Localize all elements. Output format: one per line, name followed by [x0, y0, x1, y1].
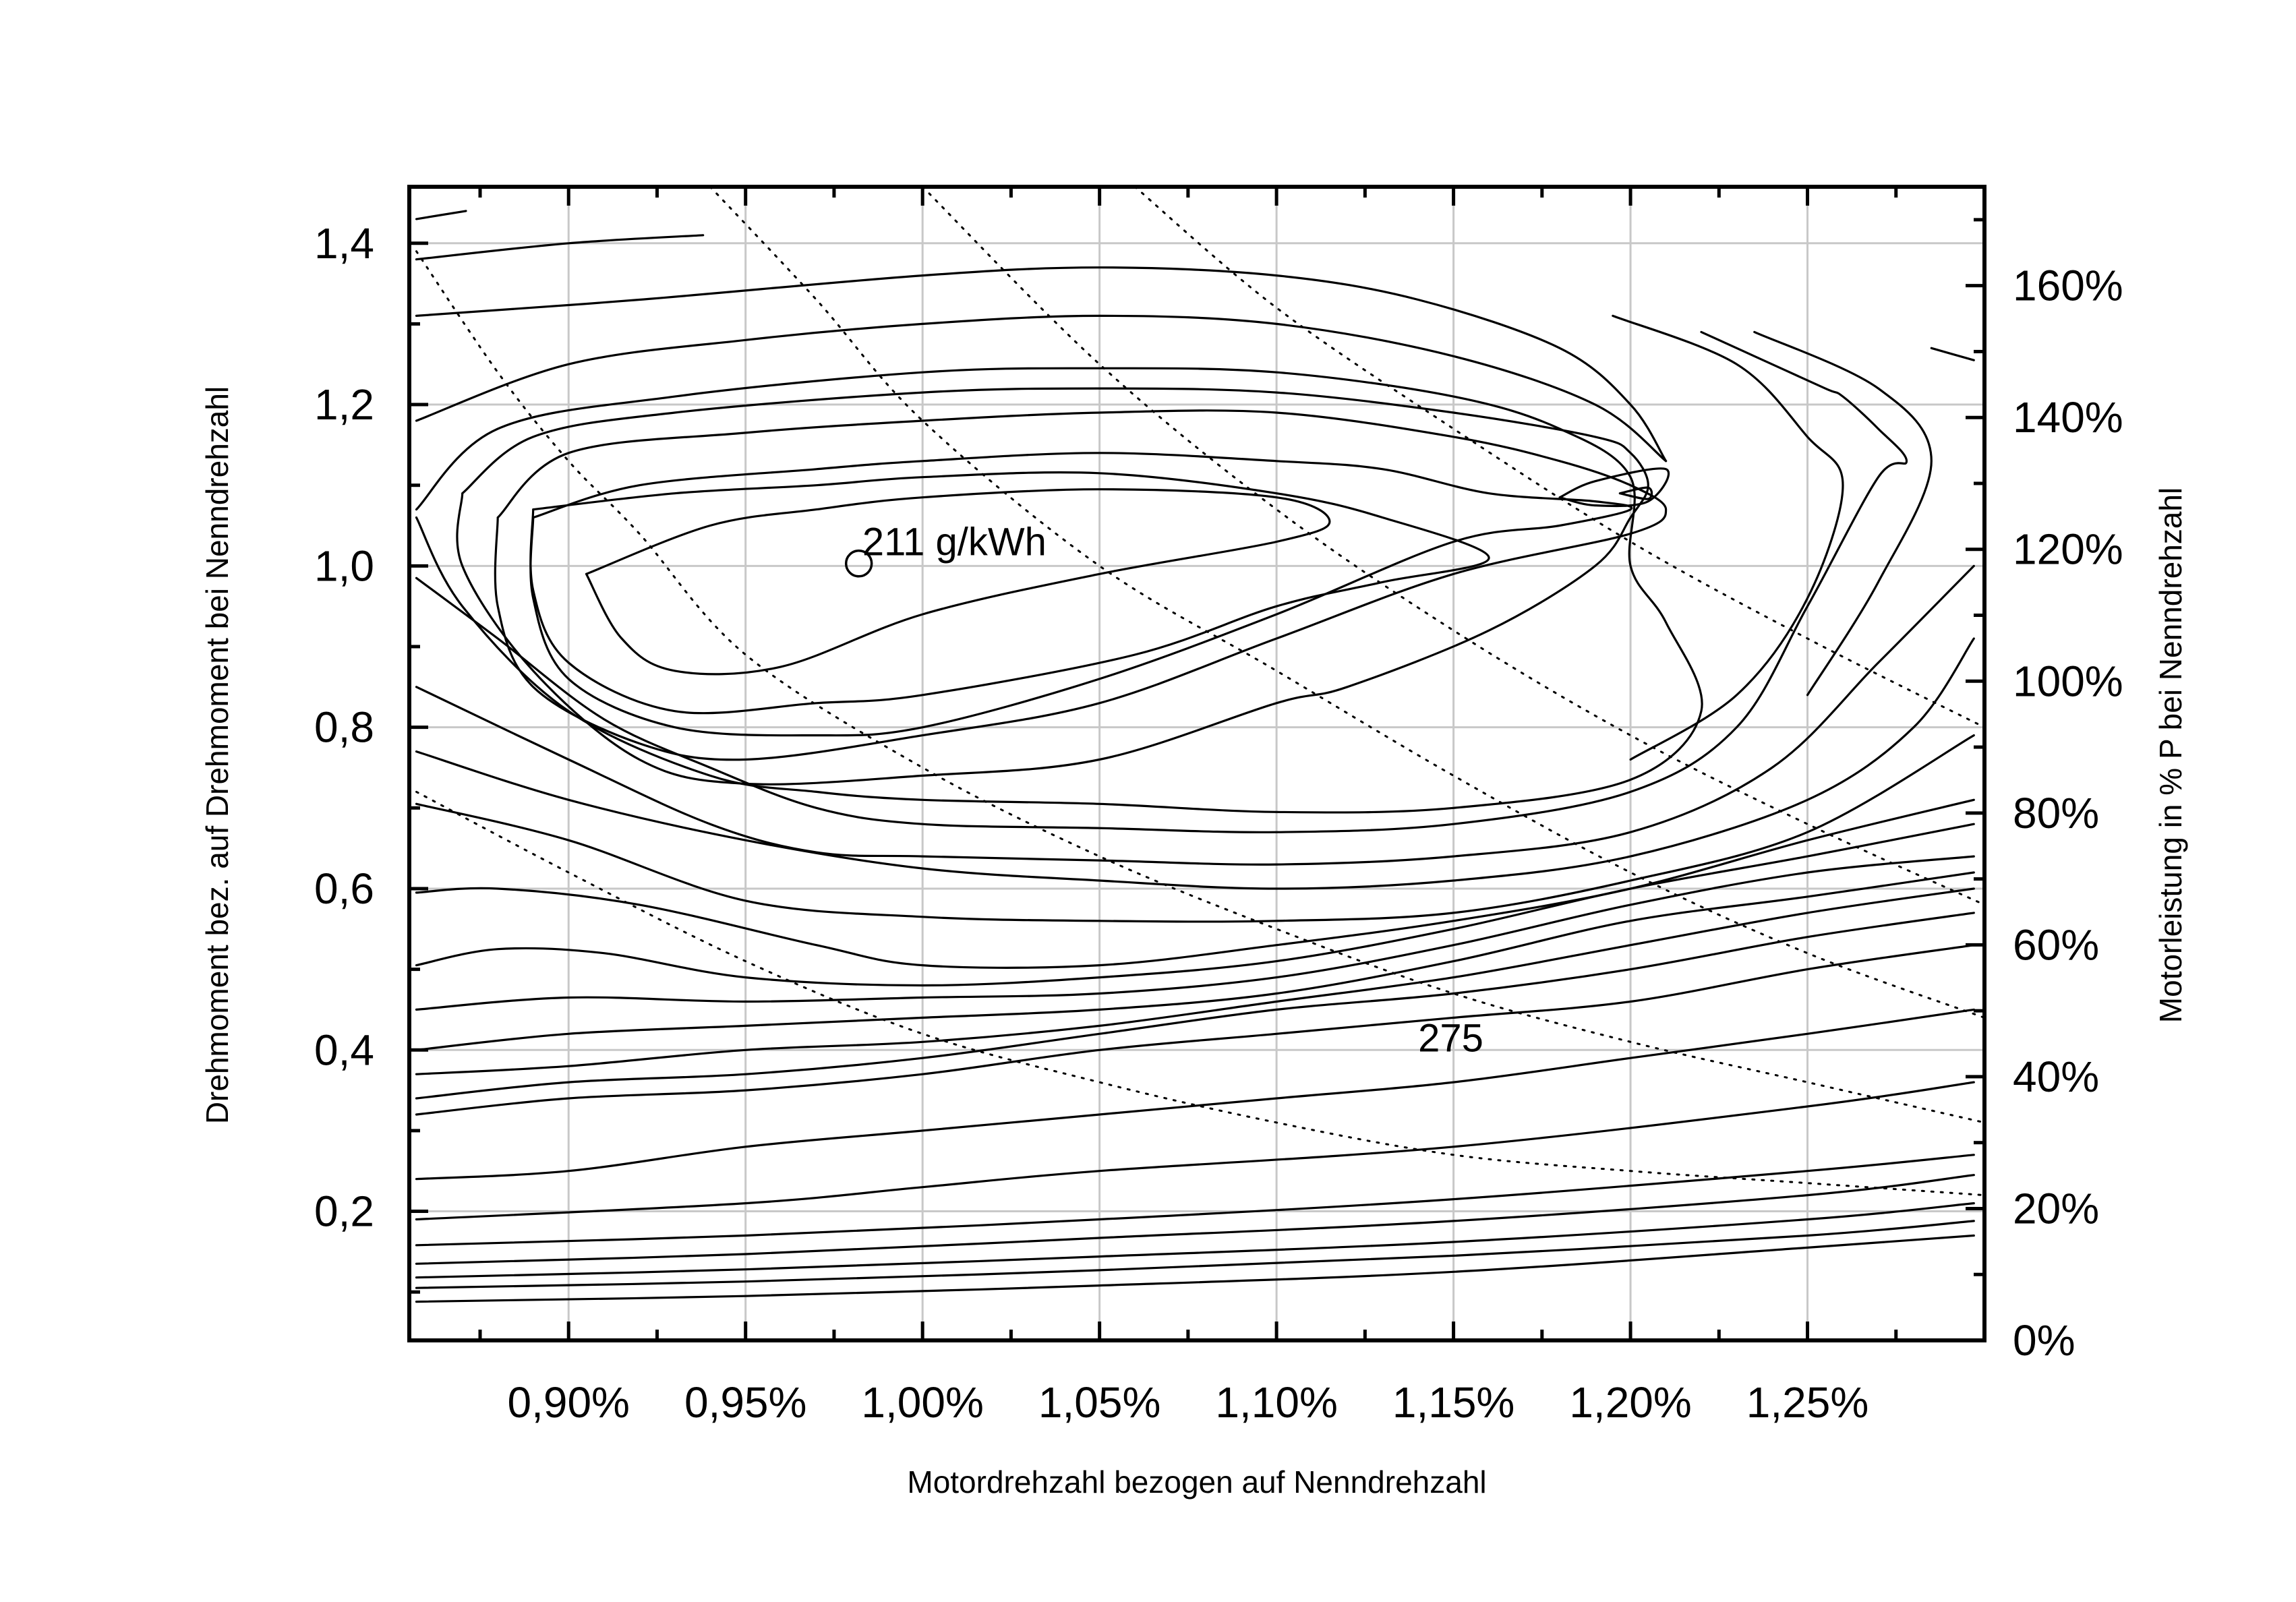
contour-line-19: [456, 387, 1649, 785]
contour-line-13: [415, 798, 1975, 969]
contour-line-18: [415, 367, 1703, 814]
x-tick-label-1: 0,95%: [684, 1378, 806, 1427]
contour-line-25: [1618, 486, 1653, 500]
contour-line-31: [1753, 330, 1933, 696]
contour-line-30: [1612, 314, 1844, 761]
y2-tick-label-0: 0%: [2013, 1316, 2076, 1365]
y2-tick-label-4: 80%: [2013, 789, 2099, 837]
y2-tick-label-5: 100%: [2013, 657, 2123, 705]
contour-line-9: [415, 887, 1975, 1075]
annotation-0: 211 g/kWh: [862, 520, 1047, 564]
y2-tick-label-6: 120%: [2013, 525, 2123, 574]
annotation-1: 275: [1418, 1016, 1483, 1060]
y-tick-label-6: 1,4: [314, 219, 374, 268]
x-axis-tick-labels: 0,90% 0,95% 1,00% 1,05% 1,10% 1,15% 1,20% 1,25%: [507, 1378, 1868, 1427]
y2-axis-tick-labels: 0% 20% 40% 60% 80% 100% 120% 140% 160%: [2013, 262, 2123, 1365]
power-line-0: [415, 250, 1984, 1124]
contour-line-3: [415, 1174, 1975, 1265]
x-tick-label-2: 1,00%: [861, 1378, 983, 1427]
contour-line-11: [415, 855, 1975, 1011]
y2-tick-label-3: 60%: [2013, 920, 2099, 969]
contour-line-17: [415, 330, 1908, 833]
contour-line-10: [415, 871, 1975, 1051]
contour-line-29: [415, 314, 1668, 463]
contour-line-1: [415, 1220, 1975, 1289]
contour-line-26: [415, 210, 467, 220]
y2-tick-label-1: 20%: [2013, 1184, 2099, 1233]
contour-line-14: [415, 734, 1975, 923]
contour-line-22: [529, 471, 1490, 715]
x-tick-label-5: 1,15%: [1392, 1378, 1514, 1427]
contour-line-23: [585, 488, 1331, 676]
y-tick-label-2: 0,6: [314, 864, 374, 913]
contour-line-7: [415, 944, 1975, 1116]
plot-frame: [407, 185, 1986, 1342]
y-axis-title: Drehmoment bez. auf Drehmoment bei Nennd…: [200, 386, 235, 1124]
contour-line-8: [415, 912, 1975, 1100]
y-tick-label-3: 0,8: [314, 703, 374, 752]
power-line-2: [709, 187, 1984, 1019]
contour-line-12: [415, 823, 1975, 987]
y-axis-tick-labels: 0,2 0,4 0,6 0,8 1,0 1,2 1,4: [314, 219, 374, 1236]
contour-line-4: [415, 1154, 1975, 1247]
x-tick-label-4: 1,10%: [1215, 1378, 1337, 1427]
contour-line-32: [1930, 347, 1975, 361]
y2-tick-label-8: 160%: [2013, 262, 2123, 310]
power-lines: [415, 187, 1984, 1197]
contour-line-21: [529, 452, 1633, 737]
annotations: 211 g/kWh 275: [844, 520, 1483, 1060]
x-tick-label-6: 1,20%: [1569, 1378, 1691, 1427]
contour-line-24: [1558, 467, 1670, 508]
optimum-marker: [844, 550, 873, 578]
axis-ticks: [409, 187, 1986, 1340]
y-tick-label-1: 0,4: [314, 1026, 374, 1074]
contour-lines: [415, 210, 1975, 1303]
contour-line-5: [415, 1081, 1975, 1221]
y2-tick-label-2: 40%: [2013, 1052, 2099, 1101]
y-tick-label-5: 1,2: [314, 380, 374, 429]
contour-line-2: [415, 1202, 1975, 1279]
y2-axis-title: Motorleistung in % P bei Nenndrehzahl: [2153, 487, 2188, 1023]
contour-line-16: [415, 564, 1975, 866]
contour-line-6: [415, 1008, 1975, 1181]
y2-tick-label-7: 140%: [2013, 393, 2123, 442]
contour-line-0: [415, 1234, 1975, 1303]
power-line-1: [415, 790, 1984, 1197]
power-line-4: [1134, 187, 1984, 729]
power-line-3: [921, 187, 1984, 906]
x-tick-label-3: 1,05%: [1038, 1378, 1160, 1427]
contour-line-15: [415, 637, 1975, 890]
contour-line-20: [494, 409, 1668, 761]
x-tick-label-0: 0,90%: [507, 1378, 629, 1427]
y-tick-label-0: 0,2: [314, 1187, 374, 1236]
y-tick-label-4: 1,0: [314, 541, 374, 590]
x-axis-title: Motordrehzahl bezogen auf Nenndrehzahl: [907, 1464, 1486, 1500]
contour-line-27: [415, 234, 705, 261]
x-tick-label-7: 1,25%: [1746, 1378, 1868, 1427]
contour-line-28: [415, 266, 1668, 463]
